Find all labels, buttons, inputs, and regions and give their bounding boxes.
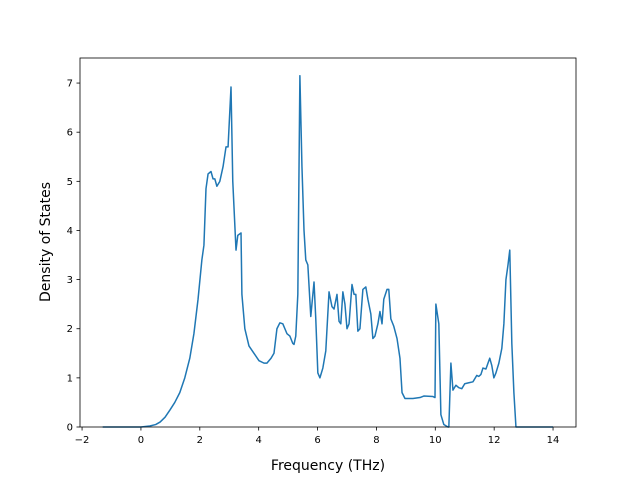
y-tick-label: 3 [67,275,73,286]
data-line [102,74,554,428]
x-tick-label: 12 [488,435,501,446]
y-tick-label: 4 [67,226,73,237]
x-tick-label: 10 [429,435,442,446]
y-tick-label: 2 [67,324,73,335]
x-tick-label: −2 [75,435,90,446]
x-tick-label: 8 [373,435,379,446]
y-tick-label: 5 [67,177,73,188]
x-tick-label: 14 [547,435,560,446]
y-tick-label: 6 [67,128,73,139]
x-tick-label: 6 [314,435,320,446]
x-tick-label: 0 [138,435,144,446]
x-tick-label: 4 [255,435,261,446]
x-axis-label: Frequency (THz) [271,458,385,474]
x-tick-label: 2 [197,435,203,446]
y-tick-label: 0 [67,423,73,434]
y-tick-label: 7 [67,79,73,90]
plot-frame [79,57,577,428]
y-tick-label: 1 [67,373,73,384]
y-axis-label: Density of States [38,182,54,302]
